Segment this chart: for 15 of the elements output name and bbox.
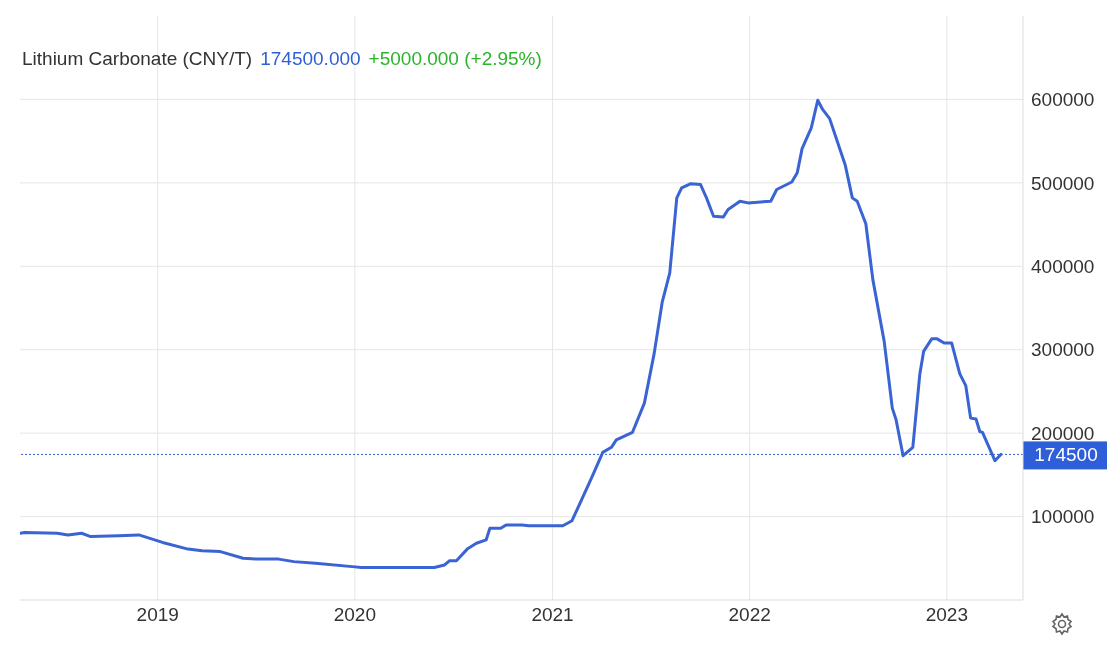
ref-line-label: 174500 [1034,444,1098,466]
text: Lithium Carbonate (CNY/T) [22,48,253,69]
x-tick-label: 2022 [728,604,771,626]
y-tick-label: 500000 [1031,172,1095,194]
y-tick-label: 300000 [1031,339,1095,361]
annotation: 174500.000 [260,48,361,69]
x-tick-label: 2023 [925,604,968,626]
annotation: +5000.000 (+2.95%) [368,48,542,69]
y-tick-label: 100000 [1031,506,1095,528]
x-tick-label: 2019 [136,604,179,626]
x-tick-label: 2020 [333,604,377,626]
y-tick-label: 600000 [1031,89,1095,111]
y-tick-label: 400000 [1031,256,1095,278]
x-tick-label: 2021 [531,604,574,626]
y-tick-label: 200000 [1031,422,1095,444]
